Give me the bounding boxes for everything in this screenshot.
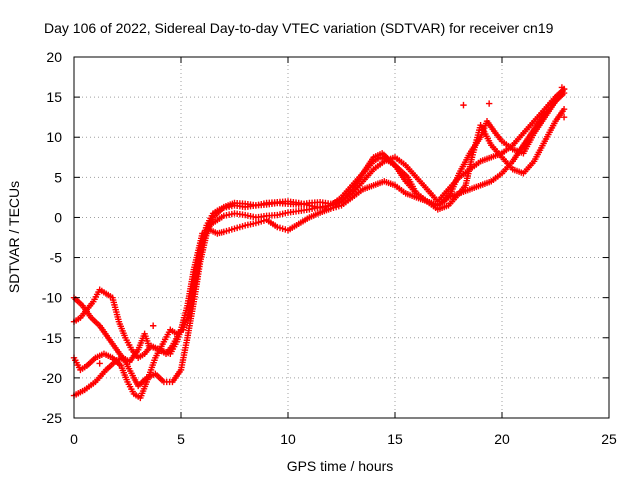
outlier-point bbox=[460, 101, 467, 109]
series-line bbox=[73, 108, 565, 359]
y-tick-labels: -25 -20 -15 -10 -5 0 5 10 15 20 bbox=[42, 49, 62, 426]
y-tick-label: -5 bbox=[50, 250, 63, 266]
x-tick-label: 10 bbox=[280, 431, 296, 447]
outlier-point bbox=[96, 360, 103, 367]
y-tick-label: 5 bbox=[54, 169, 62, 185]
chart-title: Day 106 of 2022, Sidereal Day-to-day VTE… bbox=[44, 20, 554, 36]
y-tick-label: 10 bbox=[46, 129, 62, 145]
outlier-point bbox=[560, 113, 568, 121]
y-axis-title: SDTVAR / TECUs bbox=[6, 181, 22, 293]
series-track-3 bbox=[70, 105, 568, 362]
x-tick-label: 5 bbox=[177, 431, 185, 447]
title-group: Day 106 of 2022, Sidereal Day-to-day VTE… bbox=[44, 20, 554, 36]
x-tick-label: 0 bbox=[70, 431, 78, 447]
y-tick-label: 20 bbox=[46, 49, 62, 65]
axis-ticks bbox=[73, 56, 610, 419]
data-layer bbox=[70, 84, 568, 402]
x-tick-labels: 0 5 10 15 20 25 bbox=[70, 431, 617, 447]
y-tick-label: -15 bbox=[42, 330, 62, 346]
y-tick-label: -10 bbox=[42, 290, 62, 306]
x-tick-label: 20 bbox=[494, 431, 510, 447]
outlier-point bbox=[558, 84, 566, 91]
y-tick-label: 15 bbox=[46, 89, 62, 105]
series-track-4 bbox=[70, 85, 568, 402]
data-point bbox=[560, 105, 568, 113]
plot-frame bbox=[73, 56, 610, 419]
y-tick-label: -25 bbox=[42, 410, 62, 426]
outlier-point bbox=[149, 322, 157, 329]
outlier-point bbox=[485, 100, 493, 107]
outlier-points bbox=[96, 84, 568, 367]
x-axis-title: GPS time / hours bbox=[287, 458, 394, 474]
series-track-2 bbox=[70, 89, 568, 390]
x-tick-label: 15 bbox=[387, 431, 403, 447]
y-tick-label: 0 bbox=[54, 209, 62, 225]
x-tick-label: 25 bbox=[601, 431, 617, 447]
y-tick-label: -20 bbox=[42, 370, 62, 386]
